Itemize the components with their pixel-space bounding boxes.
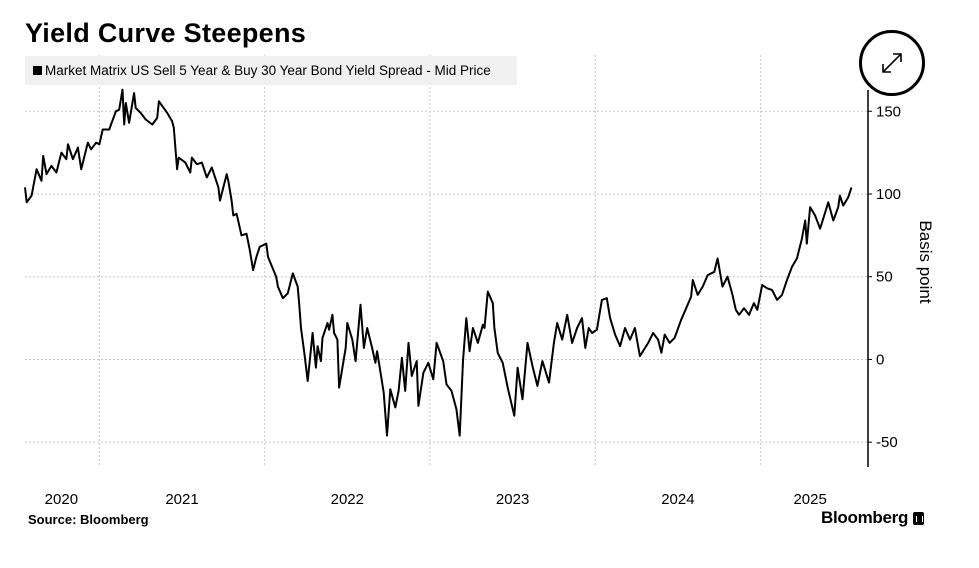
bloomberg-icon <box>913 511 925 525</box>
y-tick-label: 150 <box>876 103 901 120</box>
x-tick-label: 2025 <box>793 491 826 508</box>
bloomberg-logo: Bloomberg <box>821 508 925 528</box>
source-note: Source: Bloomberg <box>28 512 149 527</box>
legend: Market Matrix US Sell 5 Year & Buy 30 Ye… <box>25 56 517 85</box>
chart-title: Yield Curve Steepens <box>25 18 307 48</box>
legend-swatch <box>33 66 42 75</box>
y-tick-label: 0 <box>876 351 884 368</box>
expand-arrows-icon <box>882 53 902 73</box>
brand-text: Bloomberg <box>821 508 909 527</box>
series-line <box>24 88 853 437</box>
legend-label: Market Matrix US Sell 5 Year & Buy 30 Ye… <box>45 63 491 78</box>
expand-chart-button[interactable] <box>859 30 925 96</box>
y-axis-title: Basis point <box>916 220 935 303</box>
x-tick-label: 2020 <box>45 491 78 508</box>
x-axis: 2020 2021 2022 2023 2024 2025 <box>45 491 827 508</box>
y-tick-label: 100 <box>876 186 901 203</box>
y-axis: 150 100 50 0 -50 <box>867 90 901 467</box>
x-tick-label: 2024 <box>661 491 694 508</box>
y-tick-label: 50 <box>876 269 893 286</box>
y-tick-label: -50 <box>876 434 898 451</box>
gridlines <box>25 55 868 467</box>
x-tick-label: 2022 <box>331 491 364 508</box>
x-tick-label: 2021 <box>165 491 198 508</box>
x-tick-label: 2023 <box>496 491 529 508</box>
